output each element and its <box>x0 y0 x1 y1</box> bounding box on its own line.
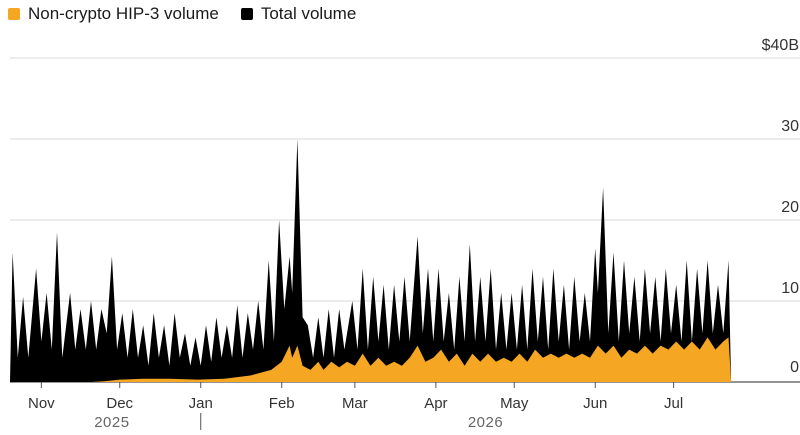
legend-swatch-non-crypto <box>8 8 20 20</box>
y-tick-label-30: 30 <box>781 118 799 135</box>
x-tick-label-mar: Mar <box>342 395 368 412</box>
y-tick-label-20: 20 <box>781 199 799 216</box>
chart-legend: Non-crypto HIP-3 volume Total volume <box>8 4 378 24</box>
x-tick-label-dec: Dec <box>106 395 133 412</box>
non-crypto-volume-area <box>10 337 732 382</box>
total-volume-area <box>10 139 732 382</box>
x-tick-label-may: May <box>500 395 529 412</box>
legend-item-non-crypto: Non-crypto HIP-3 volume <box>8 4 219 24</box>
y-tick-label-0: 0 <box>790 359 799 376</box>
x-tick-label-jan: Jan <box>189 395 213 412</box>
y-tick-label-40: $40B <box>762 37 799 54</box>
x-year-label-2025: 2025 <box>94 414 129 431</box>
y-axis: $40B 30 20 10 0 <box>762 37 799 376</box>
x-tick-label-apr: Apr <box>424 395 447 412</box>
legend-item-total: Total volume <box>240 4 357 24</box>
y-tick-label-10: 10 <box>781 280 799 297</box>
legend-label-non-crypto: Non-crypto HIP-3 volume <box>28 4 219 23</box>
x-year-label-2026: 2026 <box>468 414 503 431</box>
legend-swatch-total <box>240 8 253 20</box>
series-areas <box>10 139 732 382</box>
x-tick-label-jul: Jul <box>664 395 683 412</box>
x-tick-label-jun: Jun <box>583 395 607 412</box>
legend-label-total: Total volume <box>260 4 357 23</box>
x-tick-label-nov: Nov <box>28 395 55 412</box>
x-tick-label-feb: Feb <box>269 395 295 412</box>
x-axis: Nov Dec Jan Feb Mar Apr May Jun Jul 2025 2026 <box>28 382 683 431</box>
